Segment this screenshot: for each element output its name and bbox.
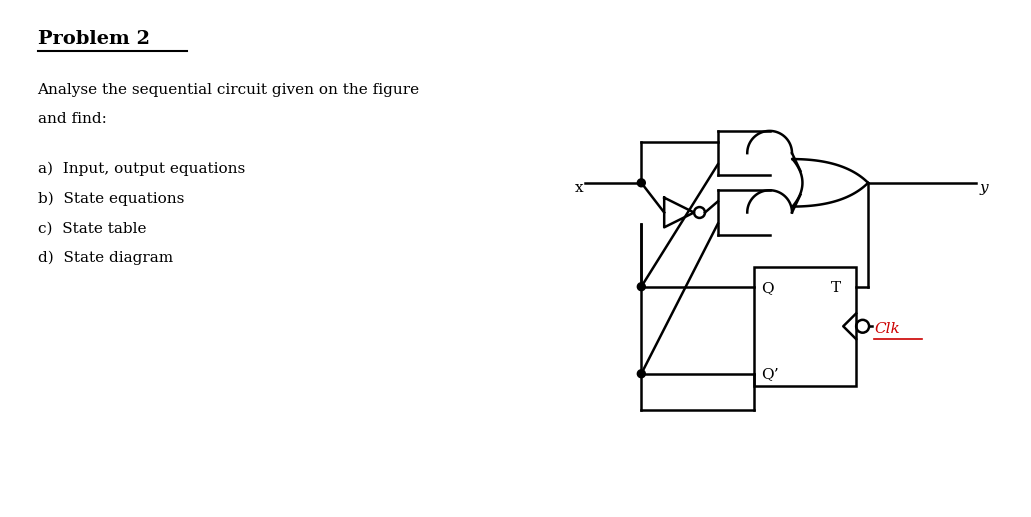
Circle shape <box>637 179 645 187</box>
Text: d)  State diagram: d) State diagram <box>37 251 173 265</box>
Text: Q: Q <box>761 281 773 295</box>
Text: c)  State table: c) State table <box>37 221 146 235</box>
Text: Clk: Clk <box>874 322 900 336</box>
Text: and find:: and find: <box>37 113 106 127</box>
Bar <box>754 267 856 386</box>
Text: y: y <box>979 181 988 195</box>
Text: Problem 2: Problem 2 <box>37 31 149 48</box>
Text: Q’: Q’ <box>761 367 778 381</box>
Circle shape <box>637 283 645 291</box>
Text: Analyse the sequential circuit given on the figure: Analyse the sequential circuit given on … <box>37 83 420 97</box>
Text: T: T <box>831 281 841 295</box>
Circle shape <box>637 370 645 378</box>
Text: b)  State equations: b) State equations <box>37 191 184 206</box>
Text: a)  Input, output equations: a) Input, output equations <box>37 161 244 176</box>
Text: x: x <box>574 181 584 195</box>
